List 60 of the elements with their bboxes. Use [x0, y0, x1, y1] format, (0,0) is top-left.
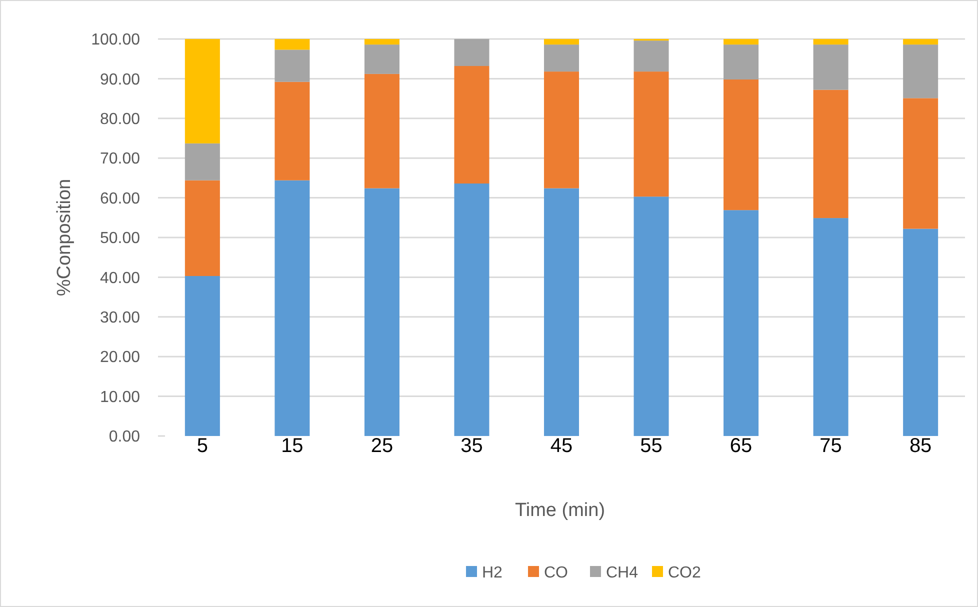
x-axis-title: Time (min) [514, 500, 606, 521]
bar [184, 143, 220, 180]
x-tick-label: 25 [370, 435, 394, 457]
y-axis-title: %Conposition [54, 178, 75, 296]
bar [634, 40, 669, 72]
y-tick-label: 90.00 [100, 71, 140, 88]
bar [724, 44, 759, 80]
x-tick-label: 35 [460, 435, 483, 457]
bar [634, 72, 669, 197]
x-tick-label: 5 [196, 435, 208, 457]
bar [903, 44, 938, 98]
y-tick-label: 20.00 [100, 349, 140, 366]
bar [544, 39, 580, 45]
bar [903, 98, 938, 229]
bar [274, 82, 310, 180]
x-tick-label: 45 [550, 435, 573, 457]
bar [903, 228, 938, 436]
bar [724, 39, 759, 45]
bar [724, 210, 759, 436]
bar [364, 74, 400, 188]
bar [813, 218, 848, 436]
x-tick-label: 85 [909, 435, 932, 457]
bar [903, 39, 938, 45]
bar [364, 39, 400, 45]
bar [813, 39, 848, 45]
y-tick-label: 80.00 [100, 111, 140, 128]
x-tick-label: 55 [640, 435, 662, 457]
bar [364, 44, 400, 74]
x-tick-label: 75 [820, 435, 842, 457]
y-tick-label: 50.00 [100, 230, 140, 248]
bar [364, 188, 400, 436]
bar [184, 39, 220, 144]
legend-label: CH4 [606, 564, 638, 582]
y-tick-label: 100.00 [91, 32, 140, 49]
bar [454, 39, 490, 66]
bar [274, 50, 310, 82]
bar [274, 39, 310, 50]
bar [274, 180, 310, 436]
legend-label: CO [544, 564, 568, 582]
bar [184, 180, 220, 276]
x-tick-label: 65 [730, 435, 752, 457]
bar [454, 184, 490, 436]
bar [724, 79, 759, 210]
bar [454, 66, 490, 184]
bar [544, 44, 580, 72]
y-tick-label: 0.00 [108, 428, 140, 446]
x-tick-label: 15 [281, 435, 304, 457]
y-tick-label: 30.00 [100, 310, 140, 326]
legend-label: CO2 [668, 564, 701, 582]
y-tick-label: 40.00 [100, 270, 140, 287]
bar [813, 44, 848, 90]
y-tick-label: 60.00 [100, 190, 140, 208]
bar [184, 276, 220, 436]
bar [634, 196, 669, 436]
legend-label: H2 [482, 564, 503, 582]
y-tick-label: 10.00 [100, 388, 140, 406]
y-tick-label: 70.00 [100, 150, 140, 168]
bar [544, 72, 580, 188]
bar [813, 90, 848, 218]
bar [544, 188, 580, 436]
